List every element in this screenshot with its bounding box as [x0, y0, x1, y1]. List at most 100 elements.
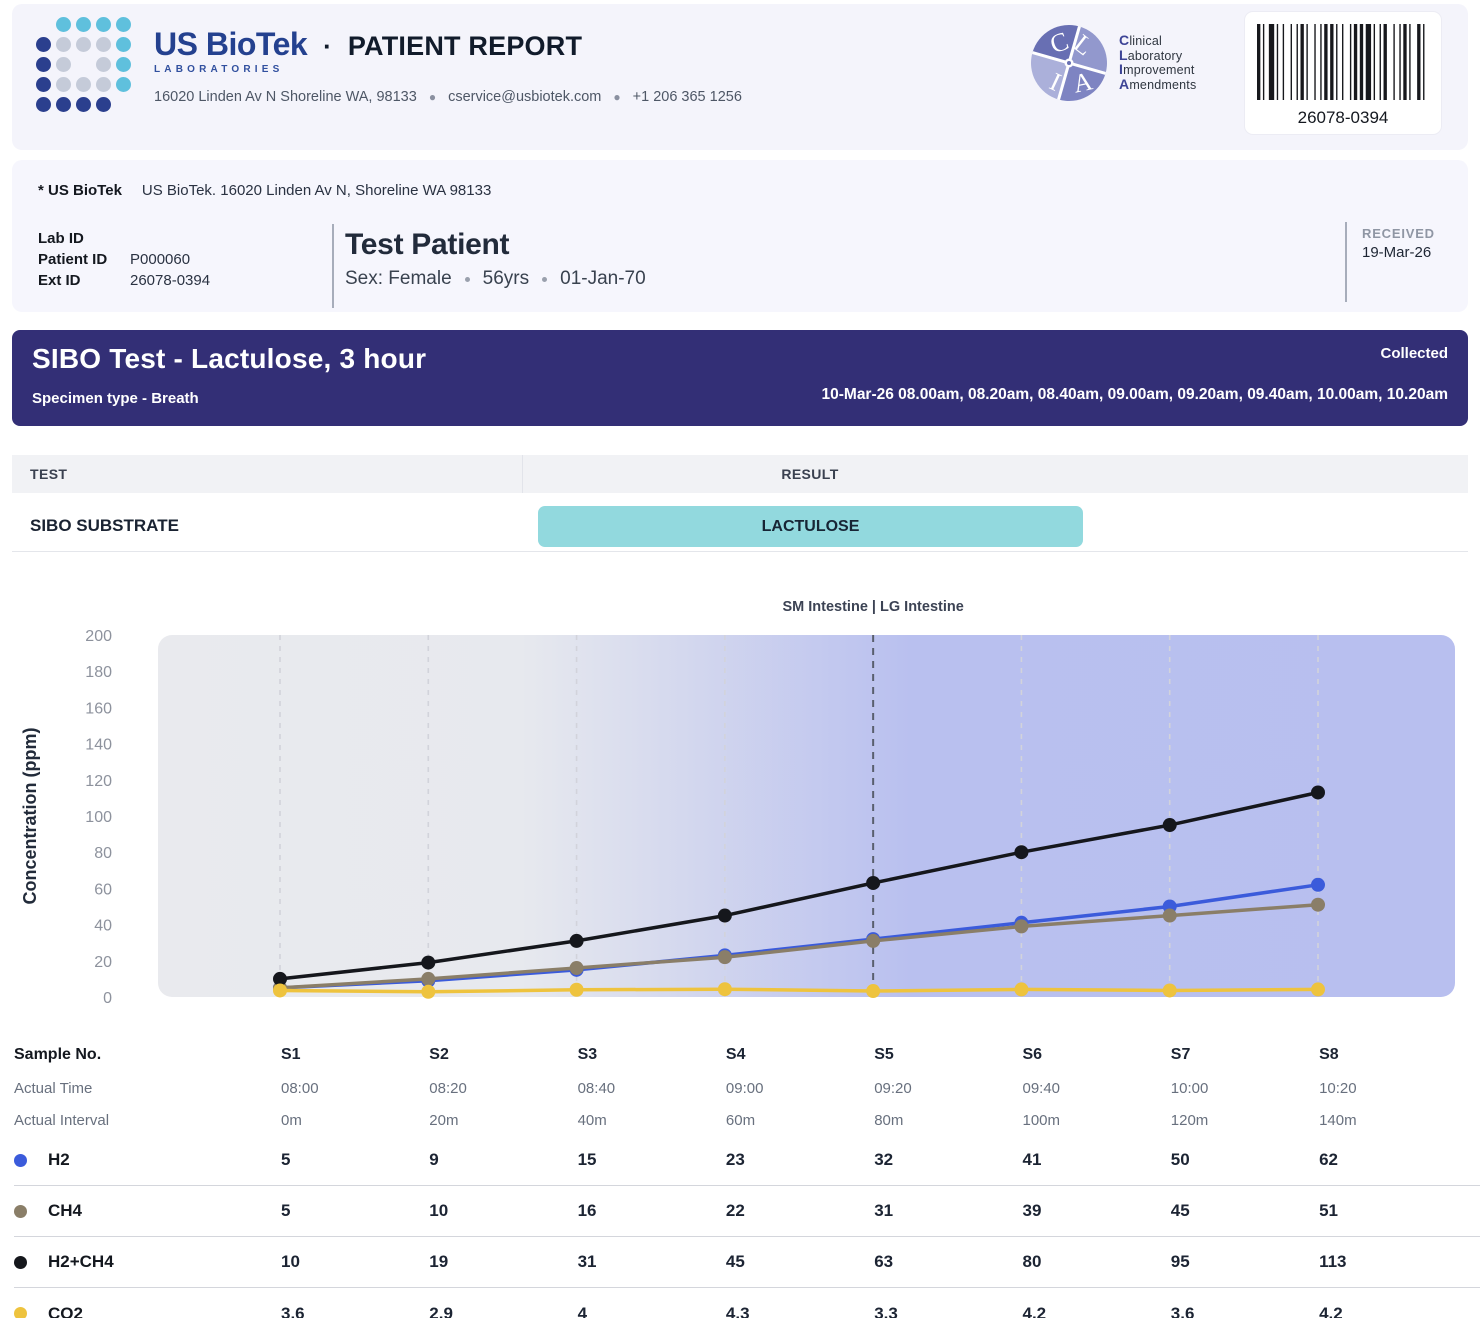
specimen-type: Specimen type - Breath — [32, 390, 199, 407]
table-cell: 40m — [577, 1111, 607, 1129]
patient-name: Test Patient — [345, 228, 510, 261]
logo-dot — [36, 97, 51, 112]
row-label: Actual Interval — [14, 1111, 110, 1129]
data-point-CH4 — [569, 961, 584, 976]
gas-name: CO2 — [48, 1303, 83, 1318]
patient-demographics: Sex: Female 56yrs 01-Jan-70 — [345, 268, 646, 290]
data-point-CO2 — [569, 982, 584, 997]
lab-address-line: * US BioTek US BioTek. 16020 Linden Av N… — [38, 182, 491, 199]
series-color-dot-icon — [14, 1204, 27, 1218]
received-block: RECEIVED 19-Mar-26 — [1362, 226, 1435, 261]
y-tick-label: 180 — [85, 664, 112, 681]
test-banner: SIBO Test - Lactulose, 3 hour Specimen t… — [12, 330, 1468, 426]
lab-name: * US BioTek — [38, 182, 122, 199]
table-cell: 31 — [874, 1201, 894, 1220]
table-cell: 62 — [1319, 1150, 1338, 1169]
data-point-H2+CH4 — [717, 908, 732, 923]
logo-dot — [116, 97, 131, 112]
table-cell: 22 — [725, 1201, 745, 1220]
table-cell: 09:20 — [874, 1080, 912, 1097]
table-cell: 120m — [1170, 1111, 1209, 1129]
data-point-H2+CH4 — [569, 933, 584, 948]
data-point-CH4 — [866, 933, 881, 948]
logo-dot — [96, 77, 111, 92]
table-cell: 16 — [577, 1201, 597, 1220]
separator-dot: · — [323, 31, 332, 61]
barcode-number: 26078-0394 — [1297, 108, 1389, 127]
brand-block: US BioTek LABORATORIES · PATIENT REPORT … — [154, 26, 742, 105]
bullet-icon — [464, 276, 470, 282]
table-cell: 08:00 — [281, 1080, 319, 1097]
divider — [1345, 222, 1347, 302]
gas-row-label: CO2 — [14, 1304, 281, 1318]
table-cell: 20m — [429, 1111, 459, 1129]
y-tick-label: 40 — [94, 918, 112, 935]
table-cell: 39 — [1022, 1201, 1042, 1220]
table-row: H2+CH4 10 19 31 45 63 80 95 113 — [14, 1237, 1480, 1288]
table-cell: 32 — [874, 1150, 894, 1169]
table-cell: 10:00 — [1170, 1080, 1209, 1097]
y-axis-label: Concentration (ppm) — [20, 728, 40, 905]
logo-dot — [56, 37, 71, 52]
logo-dot — [36, 37, 51, 52]
brand-name-group: US BioTek LABORATORIES — [154, 26, 308, 75]
test-column-header: TEST — [12, 455, 523, 493]
brand-subtitle: LABORATORIES — [154, 64, 284, 75]
chart-title: SM Intestine | LG Intestine — [782, 599, 963, 615]
data-point-CO2 — [717, 982, 732, 997]
gas-row-label: H2 — [14, 1150, 281, 1170]
gas-row-label: H2+CH4 — [14, 1252, 281, 1272]
table-cell: 80 — [1022, 1252, 1042, 1271]
logo-dot — [56, 57, 71, 72]
bullet-icon: ● — [428, 90, 437, 104]
id-row-ext: Ext ID 26078-0394 — [38, 270, 210, 291]
series-line-H2 — [278, 883, 1320, 990]
phone-text: +1 206 365 1256 — [632, 89, 742, 105]
table-cell: 60m — [725, 1111, 756, 1129]
received-date: 19-Mar-26 — [1362, 244, 1432, 261]
data-point-H2+CH4 — [866, 875, 881, 890]
patient-age: 56yrs — [482, 268, 530, 289]
data-point-CH4 — [717, 950, 732, 965]
id-value: 26078-0394 — [130, 272, 211, 289]
test-title: SIBO Test - Lactulose, 3 hour — [32, 343, 427, 374]
logo-dot — [76, 57, 91, 72]
logo-dot — [96, 57, 111, 72]
y-tick-label: 160 — [85, 700, 112, 717]
table-cell: 45 — [725, 1252, 745, 1271]
clia-text-line: Amendments — [1119, 75, 1197, 92]
table-cell: 10 — [281, 1252, 300, 1271]
collected-label: Collected — [1380, 345, 1448, 362]
logo-dot — [36, 17, 51, 32]
table-cell: 41 — [1022, 1150, 1042, 1169]
clia-text-line: Laboratory — [1119, 46, 1183, 63]
logo-dot — [116, 77, 131, 92]
data-point-H2 — [1311, 877, 1325, 892]
data-point-H2+CH4 — [1162, 818, 1177, 833]
test-name: SIBO SUBSTRATE — [30, 516, 179, 535]
logo-dot — [96, 37, 111, 52]
table-cell: 2.9 — [429, 1303, 453, 1318]
report-title: PATIENT REPORT — [347, 31, 583, 61]
table-cell: S3 — [577, 1046, 598, 1063]
sample-results-table: Sample No. S1 S2 S3 S4 S5 S6 S7 S8 Actual Time 08:… — [0, 1038, 1480, 1318]
patient-sex: Sex: Female — [345, 268, 452, 289]
data-point-CH4 — [1162, 908, 1177, 923]
logo-dot — [56, 97, 71, 112]
data-point-CO2 — [421, 984, 436, 999]
data-point-CO2 — [866, 984, 881, 999]
logo-dot — [76, 97, 91, 112]
id-label: Ext ID — [38, 272, 81, 289]
y-tick-label: 0 — [103, 990, 112, 1007]
y-tick-label: 100 — [85, 809, 112, 826]
table-cell: 23 — [725, 1150, 745, 1169]
table-cell: 4 — [577, 1303, 588, 1318]
table-cell: 80m — [874, 1111, 904, 1129]
brand-name: US BioTek — [154, 26, 308, 62]
table-cell: 10 — [429, 1201, 449, 1220]
clia-logo-block: C L I A Clinical Laboratory Improvement Ame… — [1028, 22, 1196, 104]
clia-text-line: Clinical — [1119, 32, 1162, 48]
barcode-icon — [1257, 24, 1425, 100]
y-tick-label: 20 — [94, 954, 112, 971]
series-line-CH4 — [278, 902, 1320, 990]
